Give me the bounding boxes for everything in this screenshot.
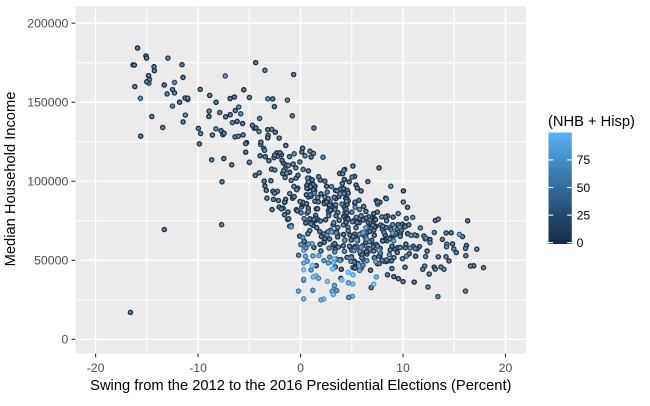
svg-text:-10: -10 [189,361,207,375]
svg-text:Median Household Income: Median Household Income [3,92,19,267]
svg-text:0: 0 [297,361,304,375]
svg-text:75: 75 [577,153,591,167]
svg-text:50: 50 [577,181,591,195]
svg-text:0: 0 [61,333,68,347]
svg-text:150000: 150000 [27,96,68,110]
svg-text:50000: 50000 [34,254,68,268]
svg-text:0: 0 [577,236,584,250]
svg-text:25: 25 [577,208,591,222]
svg-text:Swing from the 2012 to the 201: Swing from the 2012 to the 2016 Presiden… [90,378,511,394]
svg-text:200000: 200000 [27,17,68,31]
svg-text:100000: 100000 [27,175,68,189]
svg-text:-20: -20 [87,361,105,375]
svg-text:(NHB + Hisp): (NHB + Hisp) [548,114,635,130]
svg-text:10: 10 [396,361,410,375]
svg-text:20: 20 [499,361,513,375]
